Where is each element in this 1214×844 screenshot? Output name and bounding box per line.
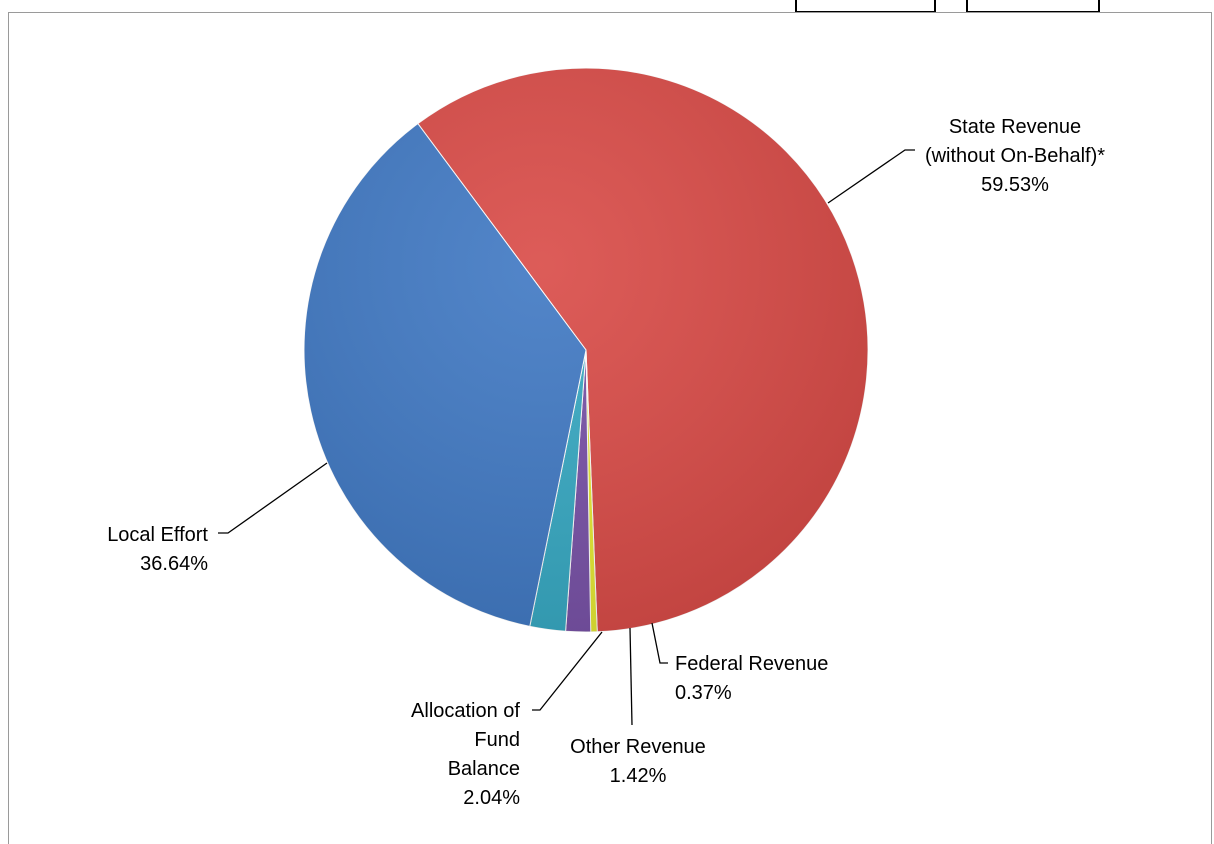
category-label: Local Effort	[107, 524, 208, 546]
leader-allocation-of-fund-balance	[532, 631, 603, 711]
label-federal-revenue: Federal Revenue 0.37%	[675, 653, 828, 704]
slice-labels: State Revenue (without On-Behalf)* 59.53% F…	[107, 116, 1105, 809]
label-allocation-of-fund-balance: Allocation of Fund Balance 2.04%	[411, 700, 520, 809]
label-local-effort: Local Effort 36.64%	[107, 524, 208, 575]
pie-slices	[303, 67, 869, 633]
category-label: (without On-Behalf)*	[925, 145, 1105, 167]
leader-state-revenue-without-on-behalf	[827, 149, 915, 204]
category-label: Fund	[474, 729, 520, 751]
value-label: 59.53%	[981, 174, 1049, 196]
label-state-revenue-without-on-behalf: State Revenue (without On-Behalf)* 59.53%	[925, 116, 1105, 196]
category-label: Other Revenue	[570, 736, 706, 758]
value-label: 1.42%	[610, 765, 667, 787]
leader-other-revenue	[629, 627, 633, 726]
category-label: State Revenue	[949, 116, 1081, 138]
category-label: Balance	[448, 758, 520, 780]
leader-federal-revenue	[651, 622, 668, 664]
value-label: 0.37%	[675, 682, 732, 704]
category-label: Allocation of	[411, 700, 520, 722]
leader-lines	[218, 149, 915, 726]
leader-local-effort	[218, 462, 328, 534]
value-label: 2.04%	[463, 787, 520, 809]
category-label: Federal Revenue	[675, 653, 828, 675]
label-other-revenue: Other Revenue 1.42%	[570, 736, 706, 787]
value-label: 36.64%	[140, 553, 208, 575]
